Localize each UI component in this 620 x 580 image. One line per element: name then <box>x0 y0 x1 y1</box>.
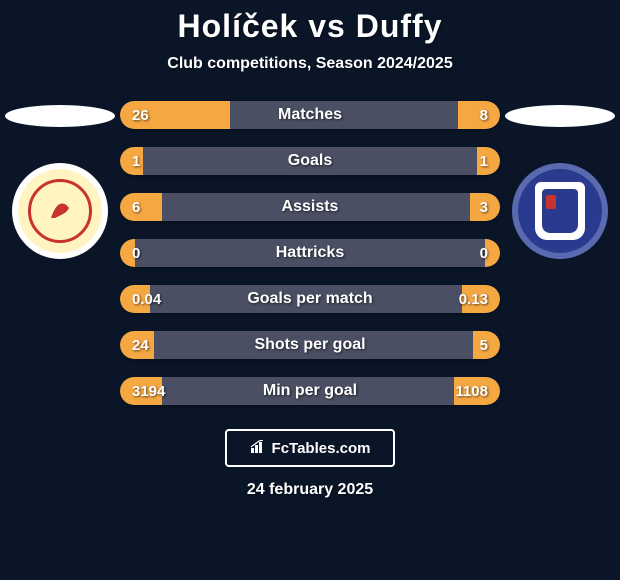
stat-value-left: 24 <box>132 331 149 359</box>
stat-value-right: 3 <box>480 193 488 221</box>
stat-value-right: 8 <box>480 101 488 129</box>
stat-label: Goals per match <box>120 285 500 313</box>
crest-inner-ring <box>28 179 92 243</box>
stat-label: Hattricks <box>120 239 500 267</box>
stat-value-right: 1108 <box>455 377 488 405</box>
stat-bars: 268Matches11Goals63Assists00Hattricks0.0… <box>120 101 500 405</box>
stat-label: Shots per goal <box>120 331 500 359</box>
stats-area: 268Matches11Goals63Assists00Hattricks0.0… <box>0 101 620 405</box>
shield-icon <box>535 182 585 240</box>
brand-badge: FcTables.com <box>225 429 395 467</box>
left-player-silhouette <box>5 105 115 127</box>
stat-row: 0 0Hattricks <box>120 239 500 267</box>
date-text: 24 february 2025 <box>247 481 373 499</box>
stat-value-left: 26 <box>132 101 149 129</box>
right-player-col <box>500 101 620 259</box>
stat-value-left: 0 <box>132 239 140 267</box>
stat-value-left: 1 <box>132 147 140 175</box>
stat-value-left: 6 <box>132 193 140 221</box>
stat-row: 3194 1108Min per goal <box>120 377 500 405</box>
stat-value-left: 3194 <box>132 377 165 405</box>
stat-value-right: 1 <box>480 147 488 175</box>
stat-value-left: 0.04 <box>132 285 161 313</box>
page-subtitle: Club competitions, Season 2024/2025 <box>167 55 452 73</box>
right-club-crest <box>512 163 608 259</box>
stat-label: Goals <box>120 147 500 175</box>
stat-value-right: 0 <box>480 239 488 267</box>
stat-row: 268Matches <box>120 101 500 129</box>
lion-icon <box>45 196 75 226</box>
stat-value-right: 5 <box>480 331 488 359</box>
stat-label: Assists <box>120 193 500 221</box>
stat-value-right: 0.13 <box>459 285 488 313</box>
right-player-silhouette <box>505 105 615 127</box>
chart-icon <box>250 440 266 457</box>
stat-row: 0.04 0.13Goals per match <box>120 285 500 313</box>
stat-label: Min per goal <box>120 377 500 405</box>
stat-row: 24 5Shots per goal <box>120 331 500 359</box>
bar-fill-left <box>120 193 162 221</box>
left-player-col <box>0 101 120 259</box>
left-club-crest <box>12 163 108 259</box>
page-title: Holíček vs Duffy <box>178 8 443 45</box>
brand-text: FcTables.com <box>272 440 371 457</box>
stat-row: 1 1Goals <box>120 147 500 175</box>
stat-row: 6 3Assists <box>120 193 500 221</box>
comparison-card: Holíček vs Duffy Club competitions, Seas… <box>0 0 620 580</box>
